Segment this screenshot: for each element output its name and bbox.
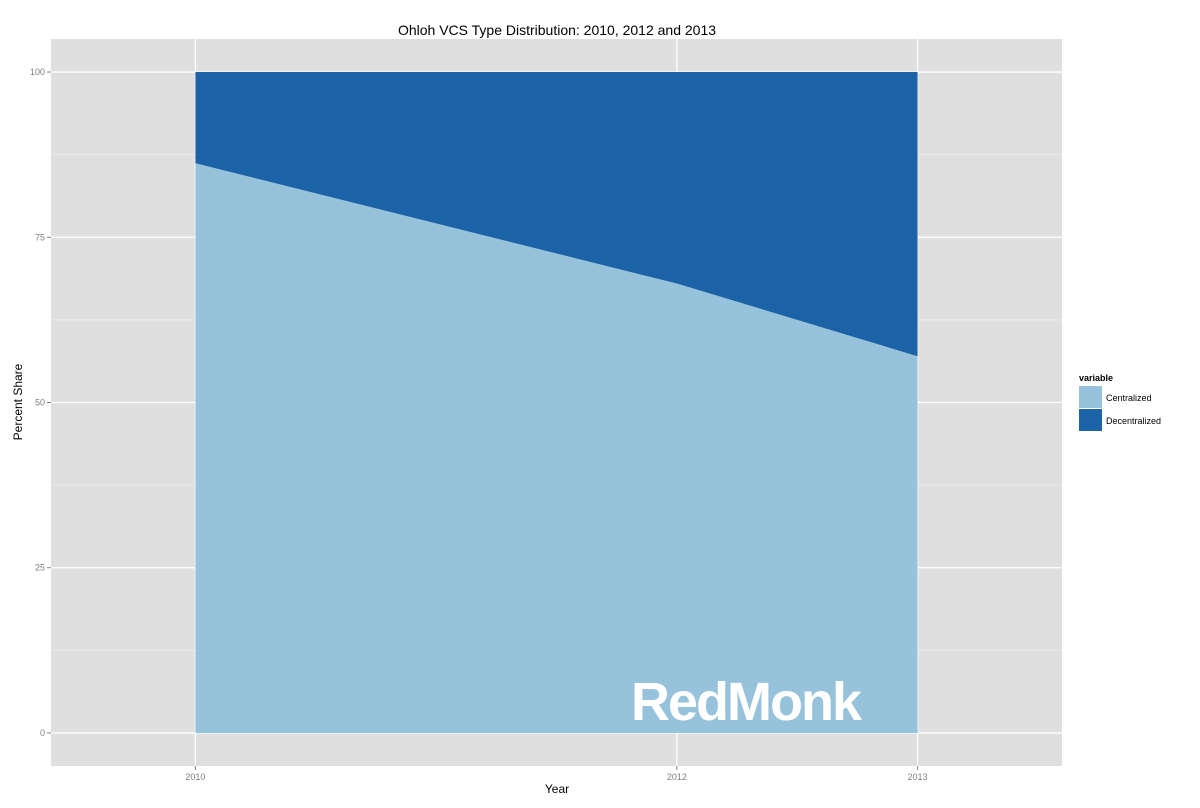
y-tick-label: 0: [40, 728, 45, 738]
redmonk-watermark: RedMonk: [631, 672, 863, 732]
y-tick-label: 25: [35, 563, 45, 573]
x-axis-title: Year: [545, 782, 569, 796]
y-tick-label: 75: [35, 232, 45, 242]
legend-label-centralized: Centralized: [1106, 393, 1152, 403]
legend-key-decentralized: [1079, 409, 1102, 431]
y-tick-label: 50: [35, 398, 45, 408]
area-series-group: [195, 72, 918, 733]
chart-title: Ohloh VCS Type Distribution: 2010, 2012 …: [398, 22, 716, 38]
x-tick-label: 2012: [667, 772, 687, 782]
x-tick-label: 2013: [908, 772, 928, 782]
y-axis-title: Percent Share: [11, 363, 25, 440]
y-tick-label: 100: [30, 67, 45, 77]
x-tick-label: 2010: [185, 772, 205, 782]
legend: variable Centralized Decentralized: [1079, 373, 1161, 431]
legend-key-centralized: [1079, 386, 1102, 408]
area-decentralized: [195, 72, 918, 357]
x-axis: 2010 2012 2013: [185, 766, 928, 782]
legend-label-decentralized: Decentralized: [1106, 416, 1161, 426]
y-axis: 0 25 50 75 100: [30, 67, 51, 738]
area-centralized: [195, 163, 918, 733]
legend-title: variable: [1079, 373, 1113, 383]
